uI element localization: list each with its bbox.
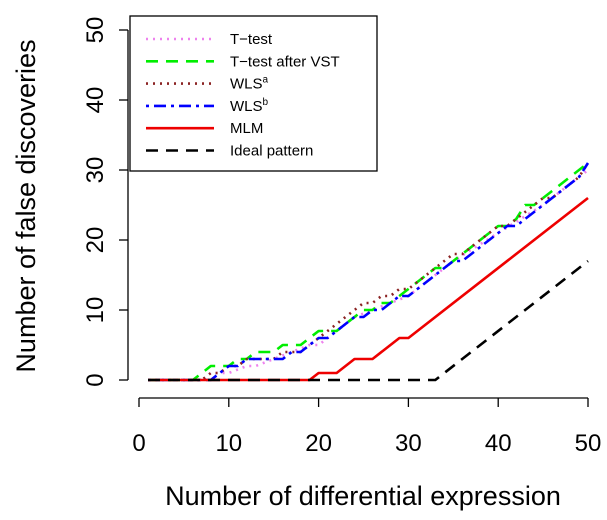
series-line-6 (148, 259, 589, 382)
legend-box (129, 15, 378, 172)
legend-label-5: MLM (230, 120, 263, 137)
legend-label-text: T−test after VST (230, 53, 340, 70)
series-line-1 (148, 168, 589, 382)
y-tick-label: 20 (82, 227, 109, 254)
legend-label-text: MLM (230, 120, 263, 137)
x-tick-label: 30 (395, 430, 422, 457)
legend-label-text: Ideal pattern (230, 143, 313, 160)
series-group (148, 161, 590, 382)
x-axis-title: Number of differential expression (165, 481, 561, 511)
series-line-3 (148, 162, 590, 382)
x-tick-label: 0 (132, 430, 145, 457)
legend-label-text: WLS (230, 76, 263, 93)
legend-label-text: T−test (230, 31, 273, 48)
legend-label-2: T−test after VST (230, 53, 340, 70)
x-tick-label: 50 (575, 430, 602, 457)
y-tick-label: 40 (82, 87, 109, 114)
x-tick-label: 40 (485, 430, 512, 457)
legend-label-3: WLSa (230, 75, 269, 93)
y-tick-label: 50 (82, 17, 109, 44)
axes-group: 0 10 20 30 40 50 0 10 20 30 40 50 (82, 17, 601, 457)
series-line-2 (148, 161, 589, 382)
series-line-5 (148, 196, 589, 382)
x-tick-label: 10 (215, 430, 242, 457)
legend-label-6: Ideal pattern (230, 143, 313, 160)
y-tick-label: 30 (82, 157, 109, 184)
legend-label-text: WLS (230, 98, 263, 115)
y-tick-label: 0 (82, 373, 109, 386)
y-axis-title: Number of false discoveries (11, 39, 41, 372)
legend-label-superscript: a (263, 75, 269, 86)
legend-label-1: T−test (230, 31, 273, 48)
y-tick-label: 10 (82, 297, 109, 324)
series-line-4 (148, 162, 590, 382)
legend-label-superscript: b (263, 97, 269, 108)
legend-label-4: WLSb (230, 97, 269, 115)
x-tick-label: 20 (305, 430, 332, 457)
